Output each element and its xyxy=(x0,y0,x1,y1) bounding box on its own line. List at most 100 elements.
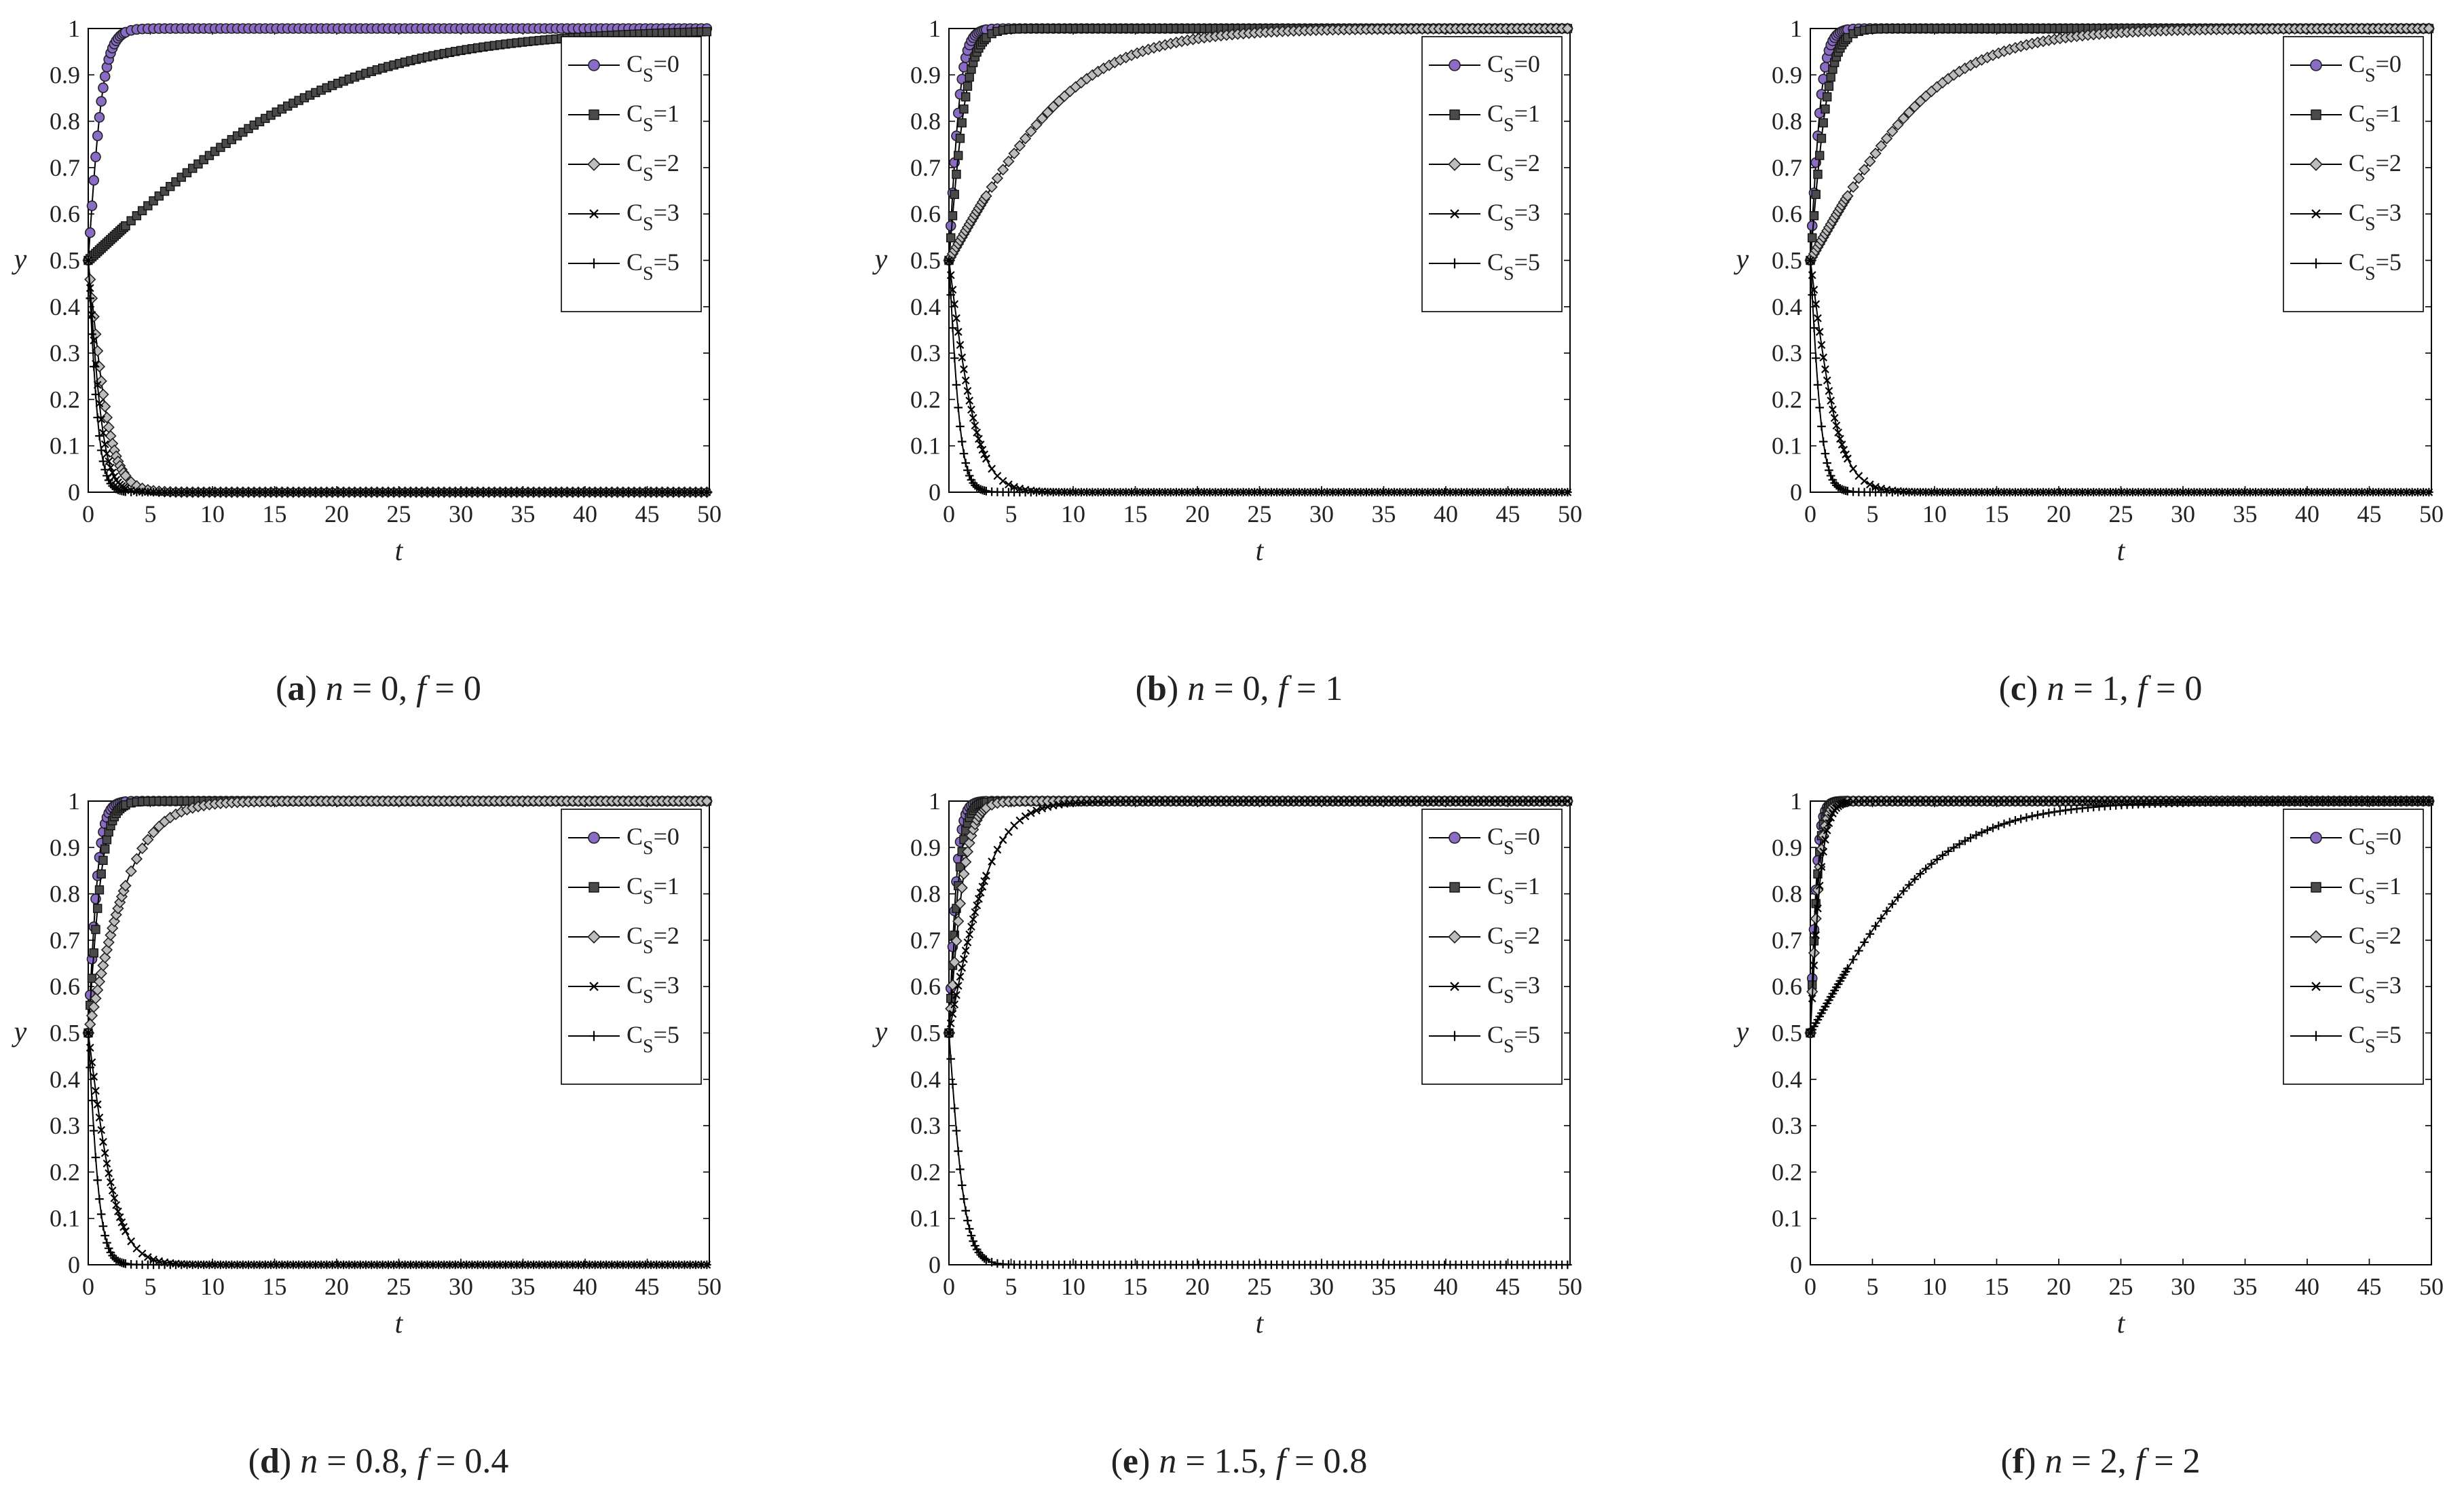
data-point-cs-5 xyxy=(1815,403,1825,412)
data-point-cs-5 xyxy=(1877,914,1886,923)
legend-label: CS=2 xyxy=(2349,922,2402,958)
data-point-cs-1 xyxy=(91,925,100,934)
data-point-cs-5 xyxy=(100,465,110,474)
data-point-cs-2 xyxy=(1886,126,1899,138)
x-tick-label: 10 xyxy=(1061,1273,1085,1300)
legend-marker xyxy=(2310,832,2322,844)
x-tick-label: 25 xyxy=(387,1273,411,1300)
y-tick-label: 1 xyxy=(1790,788,1802,815)
data-point-cs-0 xyxy=(90,151,101,162)
data-point-cs-3 xyxy=(973,901,982,910)
y-tick-label: 0.5 xyxy=(1772,1020,1802,1047)
legend-item-cs-2: CS=2 xyxy=(2290,922,2402,958)
data-point-cs-0 xyxy=(88,174,100,186)
y-tick-label: 0.3 xyxy=(910,1112,941,1139)
legend-marker xyxy=(589,109,599,120)
data-point-cs-3 xyxy=(138,1249,147,1258)
data-point-cs-3 xyxy=(1814,314,1822,322)
x-tick-label: 30 xyxy=(1309,1273,1334,1300)
data-point-cs-3 xyxy=(1038,804,1047,813)
data-point-cs-2 xyxy=(960,856,972,868)
data-point-cs-5 xyxy=(948,323,957,333)
legend-label: CS=0 xyxy=(1487,823,1540,859)
y-tick-label: 0.1 xyxy=(1772,1205,1802,1232)
data-point-cs-5 xyxy=(1882,906,1891,916)
data-point-cs-5 xyxy=(1860,938,1869,947)
y-tick-label: 0.7 xyxy=(910,154,941,181)
data-point-cs-3 xyxy=(967,405,975,414)
data-point-cs-5 xyxy=(944,1029,954,1037)
y-tick-label: 0.4 xyxy=(50,1066,80,1093)
y-tick-label: 0.2 xyxy=(50,386,80,413)
data-point-cs-3 xyxy=(982,872,990,880)
plot-area xyxy=(82,795,713,1270)
data-point-cs-5 xyxy=(1810,323,1818,333)
data-point-cs-5 xyxy=(956,1165,965,1174)
legend-item-cs-1: CS=1 xyxy=(568,872,679,908)
x-tick-label: 40 xyxy=(1434,1273,1458,1300)
x-tick-label: 15 xyxy=(1985,1273,2009,1300)
y-tick-label: 0 xyxy=(1790,1251,1802,1278)
data-point-cs-2 xyxy=(1810,912,1822,925)
data-point-cs-3 xyxy=(119,1223,128,1232)
data-point-cs-5 xyxy=(1972,830,1981,840)
data-point-cs-3 xyxy=(127,1237,136,1246)
data-point-cs-3 xyxy=(1004,480,1013,489)
legend-box xyxy=(1421,809,1563,1085)
legend-label: CS=3 xyxy=(1487,199,1540,235)
legend-marker xyxy=(2311,1031,2321,1041)
data-point-cs-2 xyxy=(956,882,968,894)
data-point-cs-1 xyxy=(98,855,108,866)
plot-area xyxy=(82,23,713,498)
data-point-cs-3 xyxy=(1032,806,1041,815)
legend-marker xyxy=(2311,109,2321,120)
x-tick-label: 20 xyxy=(2047,500,2071,528)
data-point-cs-3 xyxy=(100,440,109,449)
x-tick-label: 15 xyxy=(263,500,287,528)
x-tick-label: 5 xyxy=(1005,500,1018,528)
data-point-cs-3 xyxy=(1810,961,1818,969)
data-point-cs-5 xyxy=(96,1210,106,1219)
data-point-cs-5 xyxy=(1910,874,1920,884)
x-tick-label: 25 xyxy=(2109,500,2133,528)
data-point-cs-3 xyxy=(108,468,117,477)
y-tick-label: 0 xyxy=(68,1251,80,1278)
x-tick-label: 10 xyxy=(1922,500,1947,528)
data-point-cs-5 xyxy=(1848,955,1858,964)
legend-label: CS=2 xyxy=(627,922,679,958)
data-point-cs-2 xyxy=(119,470,132,482)
data-point-cs-5 xyxy=(1811,354,1821,363)
data-point-cs-1 xyxy=(955,134,965,143)
y-tick-label: 0.4 xyxy=(50,293,80,320)
x-tick-label: 15 xyxy=(1123,1273,1148,1300)
data-point-cs-1 xyxy=(100,844,110,854)
y-tick-label: 1 xyxy=(68,788,80,815)
legend-item-cs-0: CS=0 xyxy=(2290,823,2402,859)
data-point-cs-5 xyxy=(1988,823,1998,832)
data-point-cs-1 xyxy=(1808,233,1817,243)
x-tick-label: 10 xyxy=(200,1273,225,1300)
data-point-cs-5 xyxy=(946,291,956,299)
x-tick-label: 30 xyxy=(2171,1273,2195,1300)
series-cs-5 xyxy=(83,1029,711,1270)
x-tick-label: 25 xyxy=(1248,1273,1272,1300)
data-point-cs-2 xyxy=(1842,190,1854,202)
y-tick-label: 0.8 xyxy=(50,881,80,908)
data-point-cs-2 xyxy=(701,795,713,807)
data-point-cs-1 xyxy=(94,885,105,895)
data-point-cs-5 xyxy=(1865,929,1875,939)
y-tick-label: 0.4 xyxy=(910,1066,941,1093)
data-point-cs-5 xyxy=(104,1244,113,1253)
y-tick-label: 0.3 xyxy=(1772,339,1802,367)
data-point-cs-2 xyxy=(954,897,967,910)
y-axis-label: y xyxy=(1734,1017,1749,1048)
data-point-cs-5 xyxy=(1977,828,1986,837)
y-tick-label: 1 xyxy=(1790,15,1802,42)
y-tick-label: 0.8 xyxy=(910,108,941,135)
data-point-cs-5 xyxy=(2033,811,2042,819)
legend-box xyxy=(561,809,702,1085)
legend-item-cs-5: CS=5 xyxy=(568,1021,679,1057)
data-point-cs-5 xyxy=(1921,864,1930,873)
data-point-cs-5 xyxy=(1854,946,1863,955)
data-point-cs-3 xyxy=(1808,271,1816,280)
